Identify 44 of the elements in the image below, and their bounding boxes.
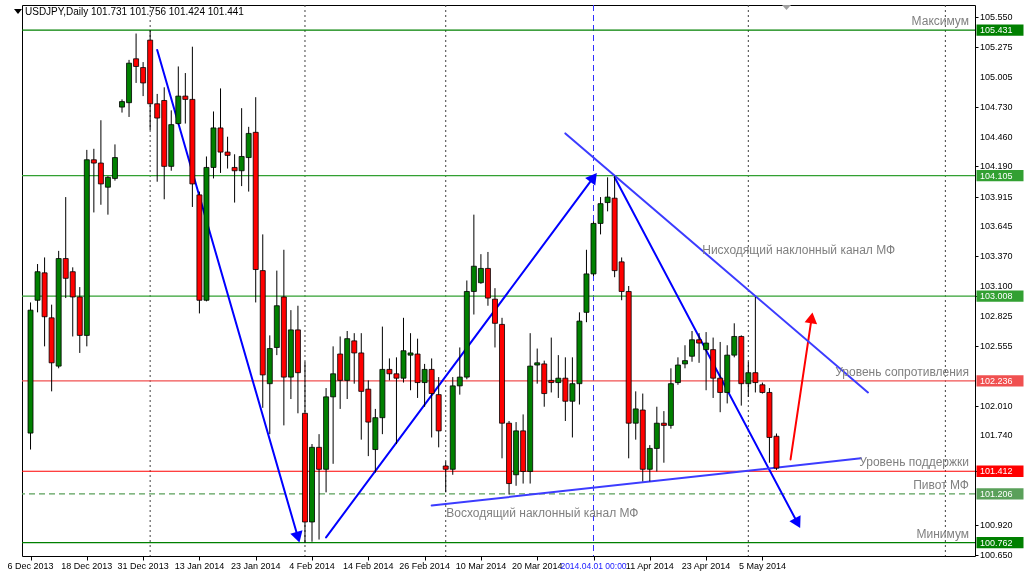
y-tick-label: 104.105 — [980, 170, 1013, 181]
y-tick-label: 102.555 — [980, 340, 1013, 351]
y-tick-label: 101.740 — [980, 430, 1013, 441]
y-tick-label: 105.275 — [980, 42, 1013, 53]
y-tick-label: 100.762 — [980, 537, 1013, 548]
y-tick-label: 104.730 — [980, 102, 1013, 113]
x-tick-label: 20 Mar 2014 — [511, 561, 563, 571]
x-tick-label: 26 Feb 2014 — [399, 561, 450, 571]
y-tick-label: 103.645 — [980, 221, 1013, 232]
y-tick-label: 104.460 — [980, 131, 1013, 142]
y-tick-label: 102.010 — [980, 400, 1013, 411]
y-tick-label: 102.236 — [980, 375, 1013, 386]
ref-line-label: Максимум — [911, 14, 969, 29]
x-tick-label: 4 Feb 2014 — [289, 561, 335, 571]
x-tick-label: 11 Apr 2014 — [625, 561, 674, 571]
x-tick-label: 10 Mar 2014 — [455, 561, 507, 571]
y-tick-label: 102.825 — [980, 311, 1013, 322]
annotation: Восходящий наклонный канал МФ — [446, 506, 639, 521]
annotation: Нисходящий наклонный канал МФ — [702, 243, 896, 258]
y-tick-label: 105.431 — [980, 25, 1013, 36]
y-tick-label: 103.100 — [980, 280, 1013, 291]
x-tick-label: 31 Dec 2013 — [117, 561, 169, 571]
x-tick-label: 5 May 2014 — [738, 561, 786, 571]
y-tick-label: 103.370 — [980, 251, 1013, 262]
y-tick-label: 105.550 — [980, 12, 1013, 23]
y-tick-label: 103.008 — [980, 291, 1013, 302]
x-tick-label: 13 Jan 2014 — [174, 561, 225, 571]
y-tick-label: 100.650 — [980, 549, 1013, 560]
y-tick-label: 101.206 — [980, 488, 1013, 499]
y-tick-label: 104.190 — [980, 161, 1013, 172]
x-tick-label: 18 Dec 2013 — [61, 561, 113, 571]
y-tick-label: 105.005 — [980, 71, 1013, 82]
chart-title: USDJPY,Daily 101.731 101.756 101.424 101.441 — [25, 6, 245, 17]
x-tick-label: 14 Feb 2014 — [343, 561, 394, 571]
ref-line-label: Минимум — [916, 526, 969, 541]
ref-line-label: Уровень поддержки — [859, 455, 969, 470]
y-tick-label: 101.412 — [980, 466, 1013, 477]
x-tick-label: 6 Dec 2013 — [7, 561, 54, 571]
x-tick-label: 23 Apr 2014 — [681, 561, 731, 571]
y-tick-label: 100.920 — [980, 520, 1013, 531]
y-tick-label: 103.915 — [980, 191, 1013, 202]
ref-line-label: Пивот МФ — [913, 477, 969, 492]
x-tick-label: 2014.04.01 00:00 — [560, 561, 627, 571]
x-tick-label: 23 Jan 2014 — [230, 561, 281, 571]
